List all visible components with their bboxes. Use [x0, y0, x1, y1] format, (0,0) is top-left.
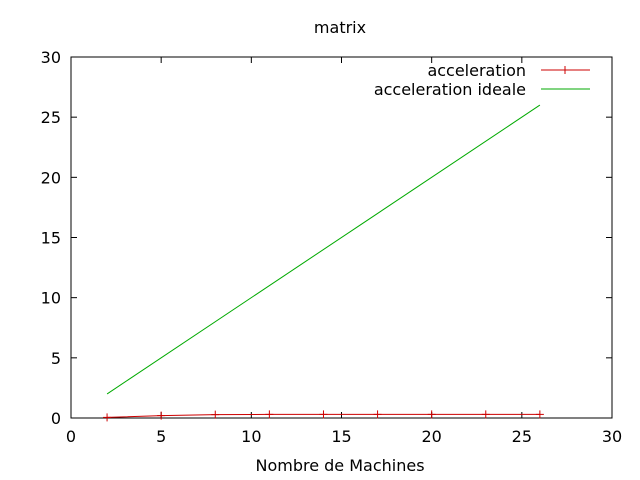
- x-tick-label: 10: [241, 427, 261, 446]
- y-tick-label: 25: [41, 108, 61, 127]
- y-tick-label: 20: [41, 168, 61, 187]
- y-tick-label: 5: [51, 349, 61, 368]
- y-axis: 0 5 10 15 20 25 30: [41, 48, 612, 428]
- data-point: [481, 410, 490, 419]
- y-tick-label: 30: [41, 48, 61, 67]
- x-tick-label: 30: [602, 427, 622, 446]
- y-tick-label: 10: [41, 289, 61, 308]
- y-tick-label: 15: [41, 229, 61, 248]
- data-point: [535, 410, 544, 419]
- data-point: [427, 410, 436, 419]
- data-point: [211, 410, 220, 419]
- legend-label: acceleration: [427, 61, 526, 80]
- x-axis-label: Nombre de Machines: [255, 456, 424, 475]
- x-tick-label: 15: [331, 427, 351, 446]
- data-point: [319, 410, 328, 419]
- x-tick-label: 0: [66, 427, 76, 446]
- series-line-1: [106, 104, 541, 395]
- series-layer: [103, 104, 544, 422]
- y-tick-label: 0: [51, 409, 61, 428]
- x-tick-label: 20: [421, 427, 441, 446]
- legend-label: acceleration ideale: [374, 80, 526, 99]
- data-point: [103, 413, 112, 422]
- data-point: [265, 410, 274, 419]
- x-tick-label: 25: [512, 427, 532, 446]
- data-point: [373, 410, 382, 419]
- chart-title: matrix: [314, 18, 366, 37]
- x-tick-label: 5: [156, 427, 166, 446]
- data-point: [157, 411, 166, 420]
- x-axis: 0 5 10 15 20 25 30: [66, 57, 622, 446]
